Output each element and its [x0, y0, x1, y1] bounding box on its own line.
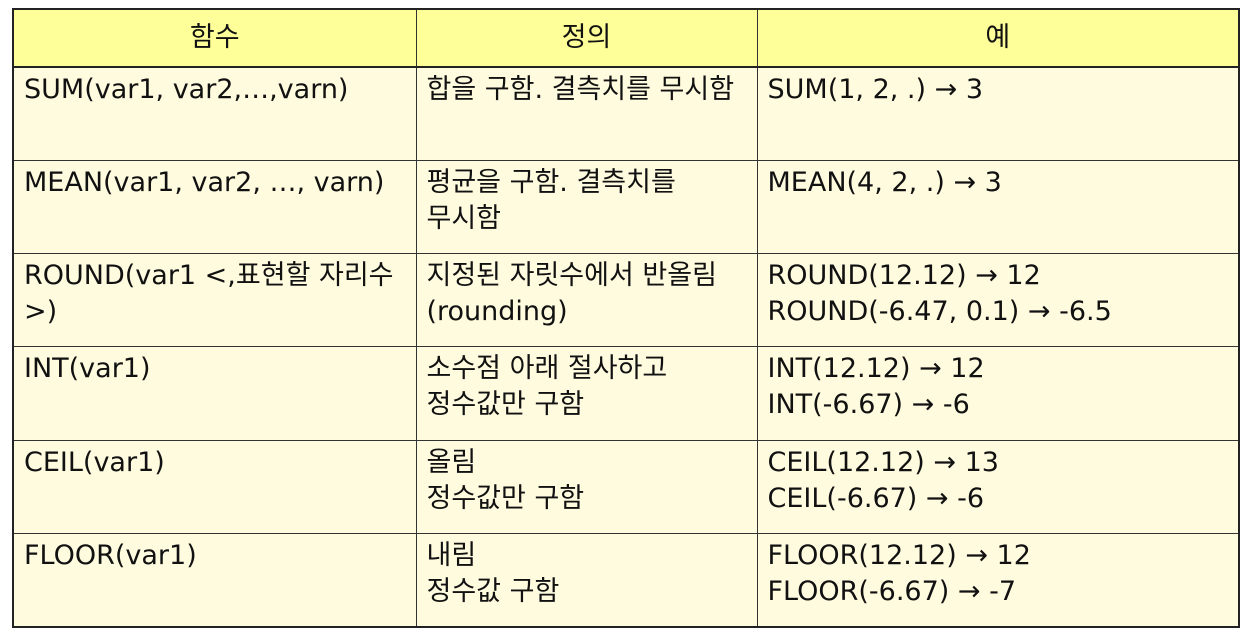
definition-line: 정수값 구함 — [426, 575, 560, 607]
example-line: ROUND(12.12) → 12 — [767, 260, 1041, 292]
definition-cell: 내림 정수값 구함 — [415, 532, 758, 628]
definition-line: 내림 — [426, 539, 477, 571]
definition-cell: 올림 정수값만 구함 — [415, 439, 758, 534]
example-line: INT(-6.67) → -6 — [767, 389, 970, 421]
header-row: 함수 정의 예 — [12, 8, 1240, 68]
table-row: MEAN(var1, var2, …, varn) 평균을 구함. 결측치를 무… — [12, 160, 1240, 255]
function-cell: ROUND(var1 <,표현할 자리수>) — [12, 253, 417, 348]
example-cell: MEAN(4, 2, .) → 3 — [756, 160, 1240, 255]
example-cell: SUM(1, 2, .) → 3 — [756, 66, 1240, 162]
table-row: ROUND(var1 <,표현할 자리수>) 지정된 자릿수에서 반올림(rou… — [12, 253, 1240, 348]
table-row: INT(var1) 소수점 아래 절사하고 정수값만 구함 INT(12.12)… — [12, 346, 1240, 441]
function-cell: CEIL(var1) — [12, 439, 417, 534]
table-row: CEIL(var1) 올림 정수값만 구함 CEIL(12.12) → 13 C… — [12, 439, 1240, 534]
example-line: MEAN(4, 2, .) → 3 — [767, 167, 1002, 199]
definition-cell: 지정된 자릿수에서 반올림(rounding) — [415, 253, 758, 348]
header-definition: 정의 — [415, 8, 758, 68]
example-cell: FLOOR(12.12) → 12 FLOOR(-6.67) → -7 — [756, 532, 1240, 628]
example-line: INT(12.12) → 12 — [767, 353, 985, 385]
header-function: 함수 — [12, 8, 417, 68]
definition-line: 정수값만 구함 — [426, 482, 585, 514]
example-line: ROUND(-6.47, 0.1) → -6.5 — [767, 296, 1112, 328]
example-line: CEIL(12.12) → 13 — [767, 446, 999, 478]
definition-cell: 합을 구함. 결측치를 무시함 — [415, 66, 758, 162]
example-line: SUM(1, 2, .) → 3 — [767, 74, 984, 105]
example-cell: INT(12.12) → 12 INT(-6.67) → -6 — [756, 346, 1240, 441]
table-row: FLOOR(var1) 내림 정수값 구함 FLOOR(12.12) → 12 … — [12, 532, 1240, 628]
example-line: CEIL(-6.67) → -6 — [767, 482, 985, 514]
example-cell: ROUND(12.12) → 12 ROUND(-6.47, 0.1) → -6… — [756, 253, 1240, 348]
example-cell: CEIL(12.12) → 13 CEIL(-6.67) → -6 — [756, 439, 1240, 534]
function-cell: INT(var1) — [12, 346, 417, 441]
table-row: SUM(var1, var2,…,varn) 합을 구함. 결측치를 무시함 S… — [12, 66, 1240, 162]
function-cell: SUM(var1, var2,…,varn) — [12, 66, 417, 162]
definition-cell: 소수점 아래 절사하고 정수값만 구함 — [415, 346, 758, 441]
header-example: 예 — [756, 8, 1240, 68]
example-line: FLOOR(12.12) → 12 — [767, 539, 1031, 571]
definition-cell: 평균을 구함. 결측치를 무시함 — [415, 160, 758, 255]
function-cell: FLOOR(var1) — [12, 532, 417, 628]
function-cell: MEAN(var1, var2, …, varn) — [12, 160, 417, 255]
function-table-container: 함수 정의 예 SUM(var1, var2,…,varn) 합을 구함. 결측… — [12, 8, 1240, 628]
example-line: FLOOR(-6.67) → -7 — [767, 575, 1017, 607]
definition-line: 올림 — [426, 446, 477, 478]
sas-function-table: 함수 정의 예 SUM(var1, var2,…,varn) 합을 구함. 결측… — [12, 8, 1240, 628]
